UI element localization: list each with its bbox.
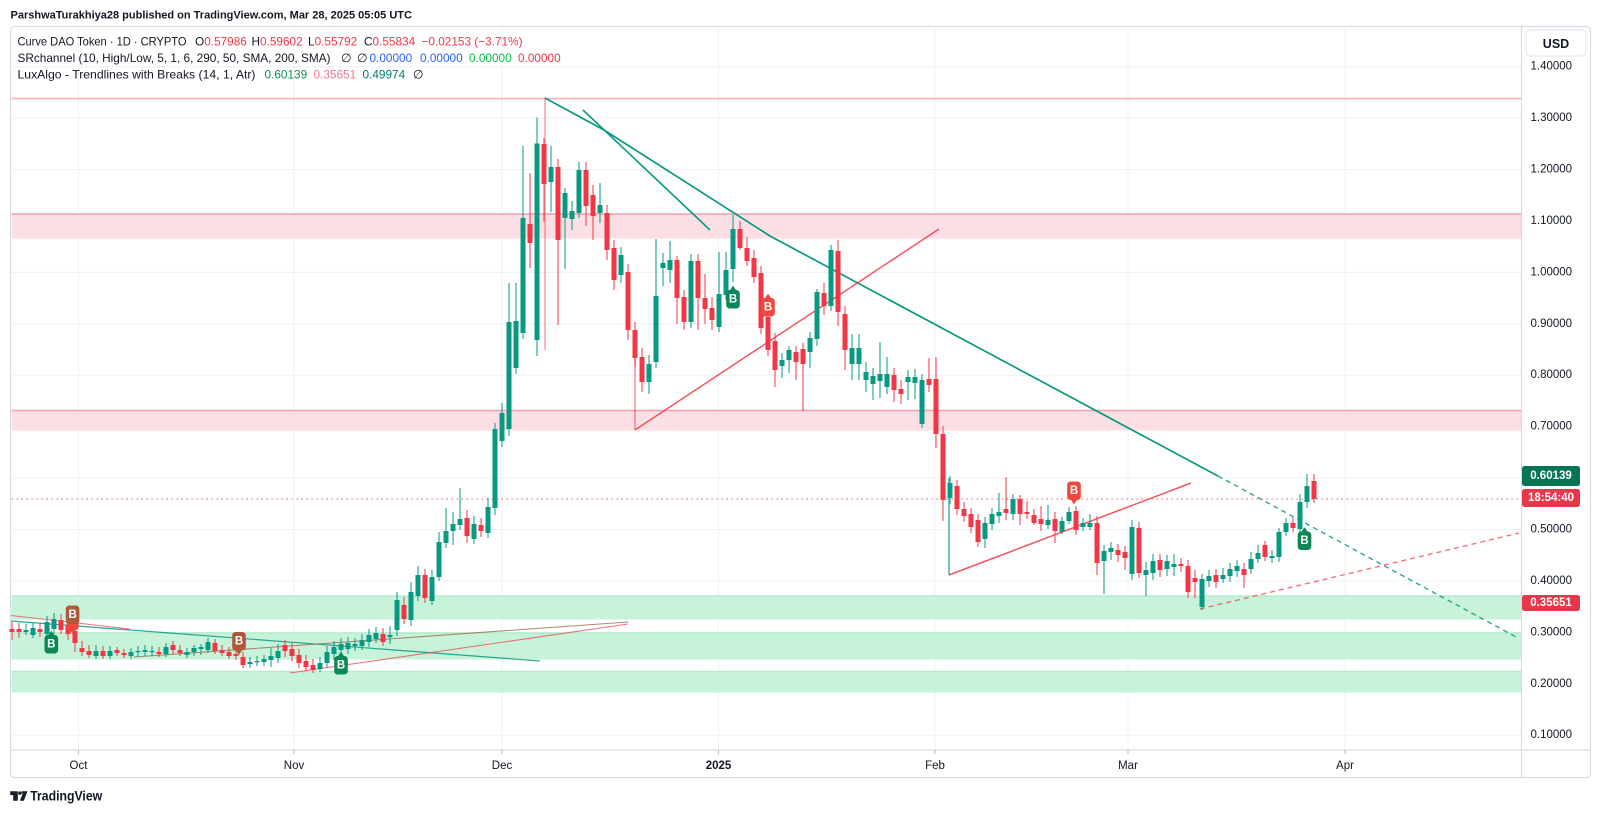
svg-text:1.10000: 1.10000 xyxy=(1531,215,1573,227)
svg-text:TradingView: TradingView xyxy=(30,789,102,804)
svg-text:LuxAlgo - Trendlines with Brea: LuxAlgo - Trendlines with Breaks (14, 1,… xyxy=(18,68,424,82)
svg-text:0.10000: 0.10000 xyxy=(1531,729,1573,741)
svg-text:B: B xyxy=(47,638,55,650)
svg-text:1.00000: 1.00000 xyxy=(1531,266,1573,278)
svg-text:0.20000: 0.20000 xyxy=(1531,678,1573,690)
svg-text:SRchannel (10, High/Low, 5, 1,: SRchannel (10, High/Low, 5, 1, 6, 290, 5… xyxy=(18,51,562,65)
svg-text:Oct: Oct xyxy=(70,760,89,772)
svg-text:Dec: Dec xyxy=(492,760,513,772)
svg-text:2025: 2025 xyxy=(706,760,732,772)
svg-text:B: B xyxy=(337,659,345,671)
svg-text:Mar: Mar xyxy=(1118,760,1138,772)
svg-text:Apr: Apr xyxy=(1336,760,1354,772)
svg-text:0.80000: 0.80000 xyxy=(1531,369,1573,381)
svg-text:B: B xyxy=(1070,485,1078,497)
svg-text:B: B xyxy=(764,301,772,313)
svg-text:Feb: Feb xyxy=(925,760,945,772)
svg-text:0.90000: 0.90000 xyxy=(1531,318,1573,330)
svg-text:0.60139: 0.60139 xyxy=(1530,470,1572,482)
svg-text:18:54:40: 18:54:40 xyxy=(1528,492,1574,504)
svg-text:0.50000: 0.50000 xyxy=(1531,524,1573,536)
svg-text:B: B xyxy=(729,293,737,305)
svg-text:B: B xyxy=(1300,535,1308,547)
svg-text:ParshwaTurakhiya28 published o: ParshwaTurakhiya28 published on TradingV… xyxy=(11,10,412,22)
svg-text:Nov: Nov xyxy=(284,760,305,772)
svg-text:0.40000: 0.40000 xyxy=(1531,575,1573,587)
svg-text:1.30000: 1.30000 xyxy=(1531,112,1573,124)
svg-text:USD: USD xyxy=(1543,37,1569,51)
svg-text:0.35651: 0.35651 xyxy=(1530,597,1572,609)
svg-text:1.40000: 1.40000 xyxy=(1531,61,1573,73)
svg-text:0.30000: 0.30000 xyxy=(1531,626,1573,638)
svg-text:B: B xyxy=(235,635,243,647)
svg-text:0.70000: 0.70000 xyxy=(1531,421,1573,433)
svg-text:1.20000: 1.20000 xyxy=(1531,164,1573,176)
svg-text:B: B xyxy=(68,609,76,621)
